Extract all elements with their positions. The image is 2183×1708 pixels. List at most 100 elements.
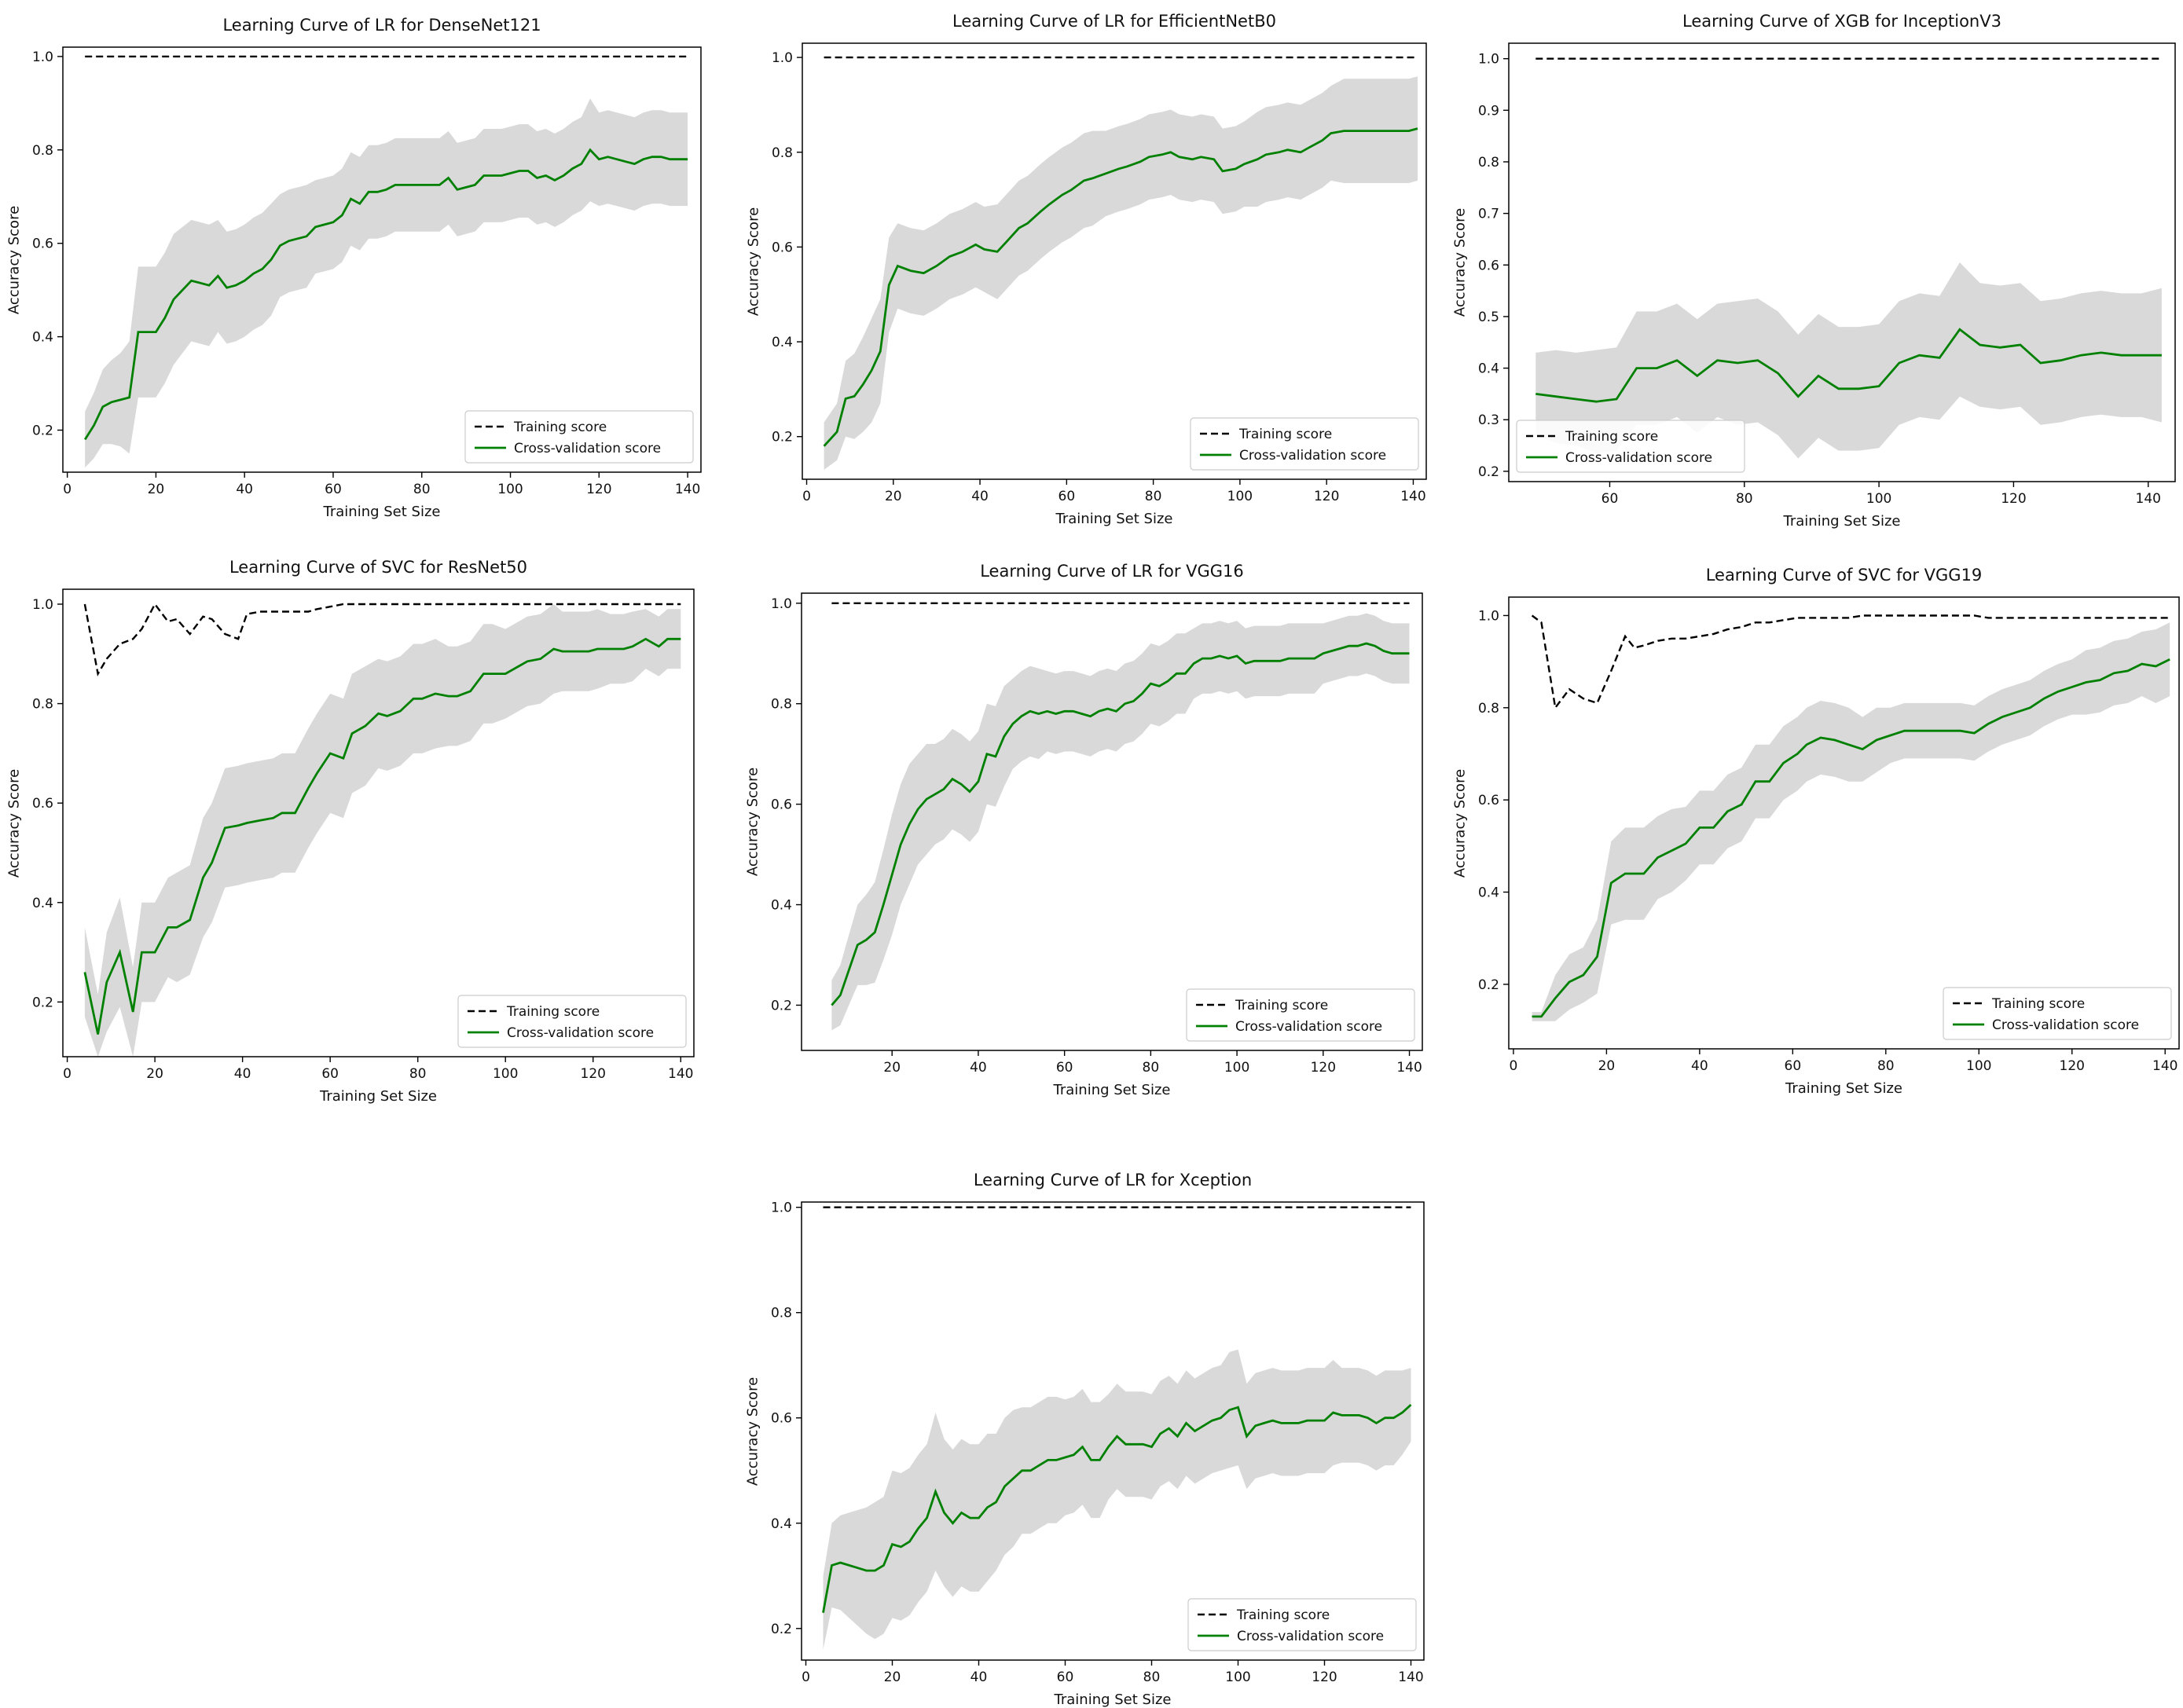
x-tick-label: 60 (325, 482, 342, 497)
x-tick-label: 120 (1311, 1060, 1336, 1076)
plot-area: 60 80 100 120 140 0.2 0.3 0.4 0.5 0.6 0.7 0.8 0.9 1.0… (1478, 42, 2176, 507)
y-tick-label: 0.8 (1478, 155, 1499, 170)
x-axis-label: Training Set Size (1055, 511, 1173, 527)
cv-std-band (823, 1349, 1411, 1650)
legend-box (1187, 1598, 1417, 1651)
chart-resnet50: Learning Curve of SVC for ResNet50 Traini… (0, 554, 731, 1143)
x-tick-label: 100 (1966, 1058, 1991, 1074)
y-tick-label: 0.4 (771, 898, 792, 914)
legend-box (1516, 420, 1745, 473)
x-tick-label: 60 (1058, 489, 1076, 504)
legend-label-training: Training score (1565, 429, 1658, 445)
chart-title: Learning Curve of SVC for VGG19 (1705, 566, 1983, 585)
y-tick-label: 0.4 (32, 330, 53, 346)
x-axis-label: Training Set Size (1053, 1082, 1171, 1098)
plot-frame (1508, 596, 2180, 1050)
chart-xception: Learning Curve of LR for Xception Trainin… (735, 1163, 1434, 1708)
chart-title: Learning Curve of LR for DenseNet121 (222, 16, 541, 35)
y-tick-label: 0.2 (771, 1622, 792, 1637)
x-tick-label: 140 (1400, 489, 1425, 504)
y-tick-label: 0.8 (771, 1306, 792, 1321)
legend: Training score Cross-validation score (1943, 987, 2172, 1040)
x-tick-label: 20 (148, 482, 165, 497)
plot-frame (801, 1201, 1425, 1661)
x-tick-label: 40 (236, 482, 253, 497)
y-tick-label: 0.9 (1478, 103, 1499, 119)
x-tick-label: 20 (885, 489, 902, 504)
x-axis-label: Training Set Size (323, 504, 441, 520)
x-tick-label: 120 (2001, 491, 2026, 507)
plot-area: 0 20 40 60 80 100 120 140 0.2 0.4 0.6 0.8 1.0 Trainin… (32, 46, 702, 497)
y-tick-label: 0.8 (1478, 701, 1499, 717)
x-tick-label: 120 (1312, 1670, 1337, 1685)
y-tick-label: 0.6 (32, 236, 53, 252)
chart-title: Learning Curve of XGB for InceptionV3 (1682, 12, 2001, 31)
x-tick-label: 60 (1601, 491, 1619, 507)
x-tick-label: 140 (675, 482, 700, 497)
x-tick-label: 20 (884, 1670, 901, 1685)
cv-score-line (84, 148, 688, 441)
legend-label-training: Training score (1236, 1607, 1330, 1623)
legend-box (1943, 987, 2172, 1040)
cv-std-band (85, 98, 688, 468)
x-tick-label: 20 (1598, 1058, 1616, 1074)
x-tick-label: 100 (497, 482, 523, 497)
cv-std-band (824, 76, 1418, 470)
y-tick-label: 0.6 (1478, 258, 1499, 273)
legend-label-cv: Cross-validation score (507, 1025, 654, 1041)
legend-label-cv: Cross-validation score (1239, 448, 1386, 464)
cv-std-band (831, 613, 1410, 1031)
y-tick-label: 0.2 (32, 995, 53, 1010)
cv-std-band (84, 604, 681, 1057)
legend: Training score Cross-validation score (457, 995, 687, 1048)
x-tick-label: 60 (1056, 1060, 1073, 1076)
y-tick-label: 1.0 (1478, 608, 1499, 624)
cv-score-line (823, 127, 1418, 447)
plot-area: 0 20 40 60 80 100 120 140 0.2 0.4 0.6 0.8 1.0 Trainin… (32, 588, 695, 1082)
y-tick-label: 1.0 (32, 49, 53, 65)
y-tick-label: 0.6 (32, 796, 53, 812)
x-tick-label: 40 (1691, 1058, 1708, 1074)
plot-frame (801, 592, 1423, 1051)
legend-box (1190, 417, 1419, 471)
legend-label-cv: Cross-validation score (514, 441, 661, 456)
chart-title: Learning Curve of LR for VGG16 (980, 562, 1244, 581)
legend-label-training: Training score (506, 1004, 600, 1020)
y-tick-label: 0.6 (772, 240, 793, 255)
plot-frame (62, 588, 695, 1057)
legend: Training score Cross-validation score (1190, 417, 1419, 471)
x-axis-label: Training Set Size (320, 1088, 437, 1105)
y-tick-label: 1.0 (32, 597, 53, 613)
y-tick-label: 1.0 (771, 1200, 792, 1216)
y-tick-label: 0.3 (1478, 412, 1499, 428)
cv-std-band (1535, 262, 2162, 459)
y-tick-label: 0.4 (1478, 885, 1499, 901)
training-score-line (83, 602, 681, 676)
legend: Training score Cross-validation score (464, 410, 694, 464)
x-tick-label: 140 (1396, 1060, 1422, 1076)
y-tick-label: 0.4 (32, 896, 53, 911)
x-tick-label: 100 (1866, 491, 1891, 507)
legend-label-cv: Cross-validation score (1992, 1017, 2139, 1033)
legend-label-cv: Cross-validation score (1235, 1019, 1382, 1035)
legend-label-cv: Cross-validation score (1565, 450, 1712, 466)
x-tick-label: 0 (63, 1066, 72, 1082)
y-tick-label: 0.4 (1478, 361, 1499, 377)
chart-title: Learning Curve of LR for EfficientNetB0 (952, 12, 1276, 31)
legend: Training score Cross-validation score (1187, 1598, 1417, 1651)
x-tick-label: 40 (234, 1066, 251, 1082)
y-tick-label: 0.4 (771, 1516, 792, 1532)
y-tick-label: 0.5 (1478, 310, 1499, 325)
legend: Training score Cross-validation score (1516, 420, 1745, 473)
y-tick-label: 0.2 (1478, 464, 1499, 480)
x-tick-label: 100 (1225, 1670, 1250, 1685)
plot-area: 0 20 40 60 80 100 120 140 0.2 0.4 0.6 0.8 1.0 Trainin… (1478, 596, 2180, 1074)
x-tick-label: 80 (409, 1066, 427, 1082)
x-tick-label: 120 (581, 1066, 606, 1082)
training-score-line (1531, 614, 2170, 710)
y-tick-label: 1.0 (771, 596, 792, 612)
x-tick-label: 0 (802, 489, 811, 504)
legend-box (457, 995, 687, 1048)
y-tick-label: 0.8 (772, 145, 793, 161)
x-tick-label: 40 (970, 1670, 988, 1685)
